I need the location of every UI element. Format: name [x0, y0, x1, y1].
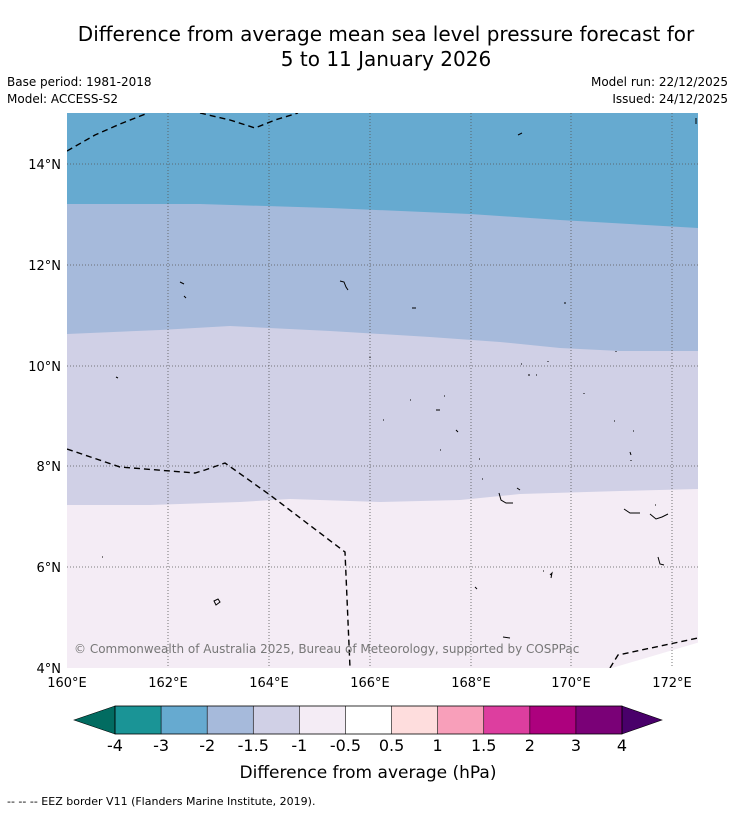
colorbar-tick-label: -2 [199, 736, 215, 755]
base-period: Base period: 1981-2018 [7, 75, 152, 89]
colorbar-tick-label: 0.5 [379, 736, 404, 755]
colorbar-tick-label: -0.5 [330, 736, 361, 755]
lon-label: 168°E [451, 676, 491, 691]
colorbar-tick-label: -4 [107, 736, 123, 755]
colorbar-tick-label: 3 [571, 736, 581, 755]
colorbar-under-arrow [73, 705, 116, 735]
lon-label: 164°E [249, 676, 289, 691]
pressure-field [67, 113, 698, 668]
lon-label: 170°E [551, 676, 591, 691]
colorbar-segment [299, 706, 346, 734]
colorbar-segment [345, 706, 393, 734]
meta-left: Base period: 1981-2018 Model: ACCESS-S2 [7, 74, 152, 108]
lon-labels: 160°E 162°E 164°E 166°E 168°E 170°E 172°… [47, 676, 692, 691]
title-line-1: Difference from average mean sea level p… [77, 22, 695, 46]
colorbar-segment [253, 706, 300, 734]
eez-legend-note: -- -- -- EEZ border V11 (Flanders Marine… [7, 795, 316, 808]
band-minus0-5 [67, 489, 698, 668]
lon-label: 162°E [148, 676, 188, 691]
lat-label: 6°N [37, 561, 62, 576]
colorbar-ticks: -4 -3 -2 -1.5 -1 -0.5 0.5 1 1.5 2 3 4 [107, 736, 627, 755]
issued-date: Issued: 24/12/2025 [612, 92, 728, 106]
gridlines [67, 113, 698, 668]
colorbar-tick-label: -3 [153, 736, 169, 755]
colorbar-label: Difference from average (hPa) [240, 763, 497, 783]
colorbar-segment [575, 706, 623, 734]
colorbar-segment [391, 706, 439, 734]
meta-right: Model run: 22/12/2025 Issued: 24/12/2025 [591, 74, 728, 108]
colorbar-tick-label: 4 [617, 736, 627, 755]
colorbar-segment [161, 706, 208, 734]
lat-label: 8°N [37, 460, 62, 475]
colorbar-segment [529, 706, 577, 734]
colorbar-outline [114, 705, 623, 735]
colorbar-segment [437, 706, 485, 734]
eez-borders [67, 113, 698, 668]
colorbar-segments [114, 706, 623, 734]
colorbar-tick-label: 1.5 [471, 736, 496, 755]
colorbar: -4 -3 -2 -1.5 -1 -0.5 0.5 1 1.5 2 3 4 Difference fr… [73, 705, 663, 783]
colorbar-segment [483, 706, 531, 734]
band-neutral [612, 642, 698, 668]
colorbar-tick-label: 1 [433, 736, 443, 755]
map-title: Difference from average mean sea level p… [0, 22, 736, 72]
lat-label: 12°N [28, 259, 61, 274]
copyright-text: © Commonwealth of Australia 2025, Bureau… [74, 642, 579, 656]
colorbar-tick-label: -1.5 [238, 736, 269, 755]
lat-labels: 14°N 12°N 10°N 8°N 6°N 4°N [28, 158, 61, 677]
lat-label: 10°N [28, 360, 61, 375]
colorbar-segment [207, 706, 254, 734]
colorbar-tick-label: 2 [525, 736, 535, 755]
lon-label: 166°E [350, 676, 390, 691]
colorbar-over-arrow [621, 705, 663, 735]
colorbar-tick-label: -1 [291, 736, 307, 755]
model-run: Model run: 22/12/2025 [590, 75, 728, 89]
lon-label: 160°E [47, 676, 87, 691]
model-name: Model: ACCESS-S2 [7, 92, 119, 106]
title-line-2: 5 to 11 January 2026 [280, 47, 492, 71]
lon-label: 172°E [652, 676, 692, 691]
islands [102, 118, 697, 639]
lat-label: 14°N [28, 158, 61, 173]
lat-label: 4°N [37, 662, 62, 677]
colorbar-segment [115, 706, 162, 734]
